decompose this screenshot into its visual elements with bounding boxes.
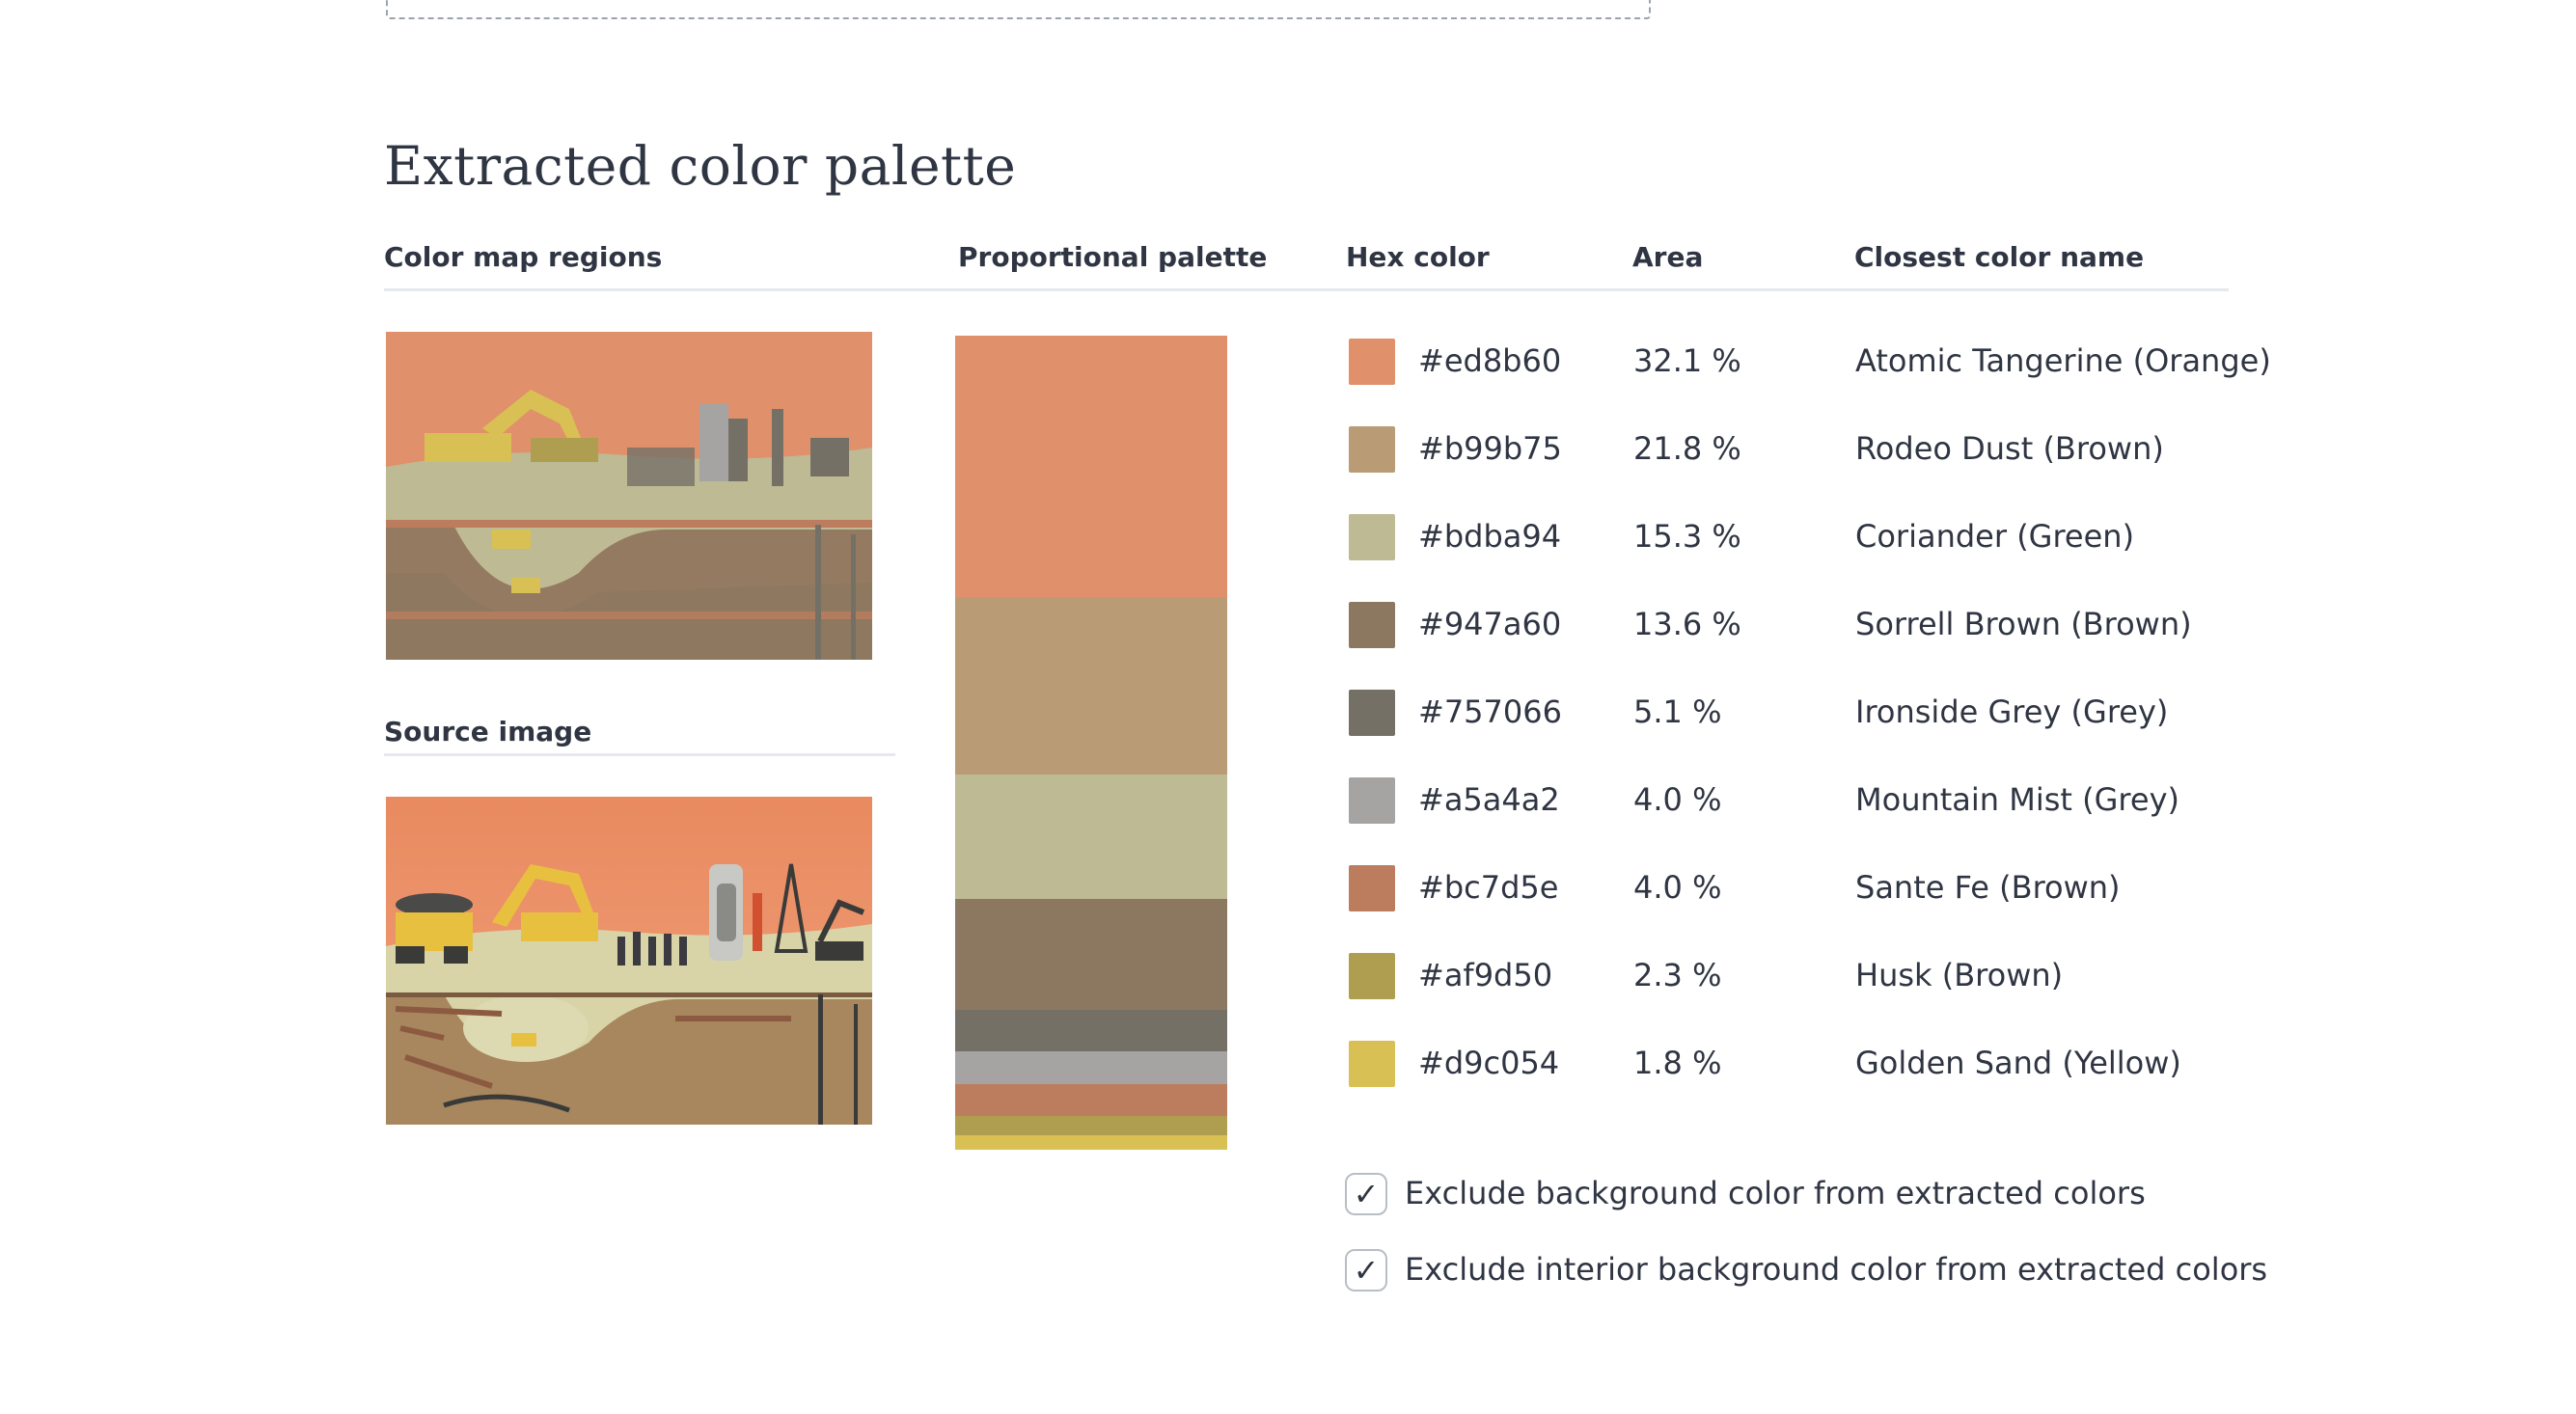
color-row: #a5a4a2 4.0 % Mountain Mist (Grey)	[1349, 777, 2314, 826]
color-name: Ironside Grey (Grey)	[1855, 693, 2169, 730]
color-swatch	[1349, 953, 1395, 999]
color-row: #ed8b60 32.1 % Atomic Tangerine (Orange)	[1349, 339, 2314, 387]
exclude-background-label[interactable]: Exclude background color from extracted …	[1405, 1175, 2146, 1211]
color-row: #bc7d5e 4.0 % Sante Fe (Brown)	[1349, 865, 2314, 913]
color-name: Coriander (Green)	[1855, 518, 2135, 555]
checkmark-icon: ✓	[1353, 1176, 1380, 1212]
color-row: #947a60 13.6 % Sorrell Brown (Brown)	[1349, 602, 2314, 650]
area-value: 4.0 %	[1633, 869, 1722, 906]
exclude-interior-background-checkbox[interactable]: ✓	[1345, 1249, 1387, 1292]
color-swatch	[1349, 777, 1395, 824]
color-swatch	[1349, 602, 1395, 648]
color-name: Husk (Brown)	[1855, 957, 2064, 993]
color-name: Golden Sand (Yellow)	[1855, 1045, 2181, 1081]
color-swatch	[1349, 690, 1395, 736]
color-swatch	[1349, 1041, 1395, 1087]
area-value: 21.8 %	[1633, 430, 1741, 467]
palette-segment	[955, 1050, 1227, 1084]
color-row: #bdba94 15.3 % Coriander (Green)	[1349, 514, 2314, 562]
palette-segment	[955, 1134, 1227, 1150]
hex-value: #ed8b60	[1418, 342, 1562, 379]
area-value: 15.3 %	[1633, 518, 1741, 555]
color-name: Atomic Tangerine (Orange)	[1855, 342, 2271, 379]
color-row: #af9d50 2.3 % Husk (Brown)	[1349, 953, 2314, 1001]
palette-segment	[955, 596, 1227, 775]
area-value: 13.6 %	[1633, 606, 1741, 642]
area-value: 1.8 %	[1633, 1045, 1722, 1081]
checkmark-icon: ✓	[1353, 1252, 1380, 1289]
exclude-interior-background-label[interactable]: Exclude interior background color from e…	[1405, 1251, 2268, 1288]
palette-segment	[955, 1083, 1227, 1117]
source-divider	[384, 753, 895, 756]
palette-segment	[955, 774, 1227, 900]
area-value: 4.0 %	[1633, 781, 1722, 818]
palette-segment	[955, 336, 1227, 597]
image-drop-zone[interactable]	[386, 0, 1651, 19]
header-proportional-palette: Proportional palette	[958, 241, 1268, 273]
section-title: Extracted color palette	[384, 135, 1017, 197]
header-area: Area	[1632, 241, 1704, 273]
area-value: 5.1 %	[1633, 693, 1722, 730]
color-name: Sante Fe (Brown)	[1855, 869, 2121, 906]
hex-value: #d9c054	[1418, 1045, 1560, 1081]
palette-segment	[955, 1009, 1227, 1051]
exclude-background-checkbox[interactable]: ✓	[1345, 1173, 1387, 1215]
hex-value: #bdba94	[1418, 518, 1562, 555]
color-name: Sorrell Brown (Brown)	[1855, 606, 2192, 642]
header-closest-color-name: Closest color name	[1854, 241, 2145, 273]
area-value: 32.1 %	[1633, 342, 1741, 379]
source-image-label: Source image	[384, 716, 592, 748]
header-divider	[384, 288, 2229, 291]
color-swatch	[1349, 865, 1395, 911]
color-row: #757066 5.1 % Ironside Grey (Grey)	[1349, 690, 2314, 738]
header-hex-color: Hex color	[1346, 241, 1490, 273]
hex-value: #bc7d5e	[1418, 869, 1559, 906]
color-row: #b99b75 21.8 % Rodeo Dust (Brown)	[1349, 426, 2314, 475]
hex-value: #b99b75	[1418, 430, 1562, 467]
color-map-image	[386, 332, 872, 660]
hex-value: #947a60	[1418, 606, 1562, 642]
palette-segment	[955, 899, 1227, 1010]
hex-value: #af9d50	[1418, 957, 1553, 993]
source-image	[386, 797, 872, 1125]
hex-value: #757066	[1418, 693, 1562, 730]
hex-value: #a5a4a2	[1418, 781, 1560, 818]
color-swatch	[1349, 339, 1395, 385]
color-name: Mountain Mist (Grey)	[1855, 781, 2179, 818]
color-swatch	[1349, 426, 1395, 473]
color-swatch	[1349, 514, 1395, 560]
color-name: Rodeo Dust (Brown)	[1855, 430, 2164, 467]
area-value: 2.3 %	[1633, 957, 1722, 993]
color-row: #d9c054 1.8 % Golden Sand (Yellow)	[1349, 1041, 2314, 1089]
proportional-palette	[955, 336, 1227, 1150]
palette-segment	[955, 1116, 1227, 1135]
header-color-map-regions: Color map regions	[384, 241, 663, 273]
